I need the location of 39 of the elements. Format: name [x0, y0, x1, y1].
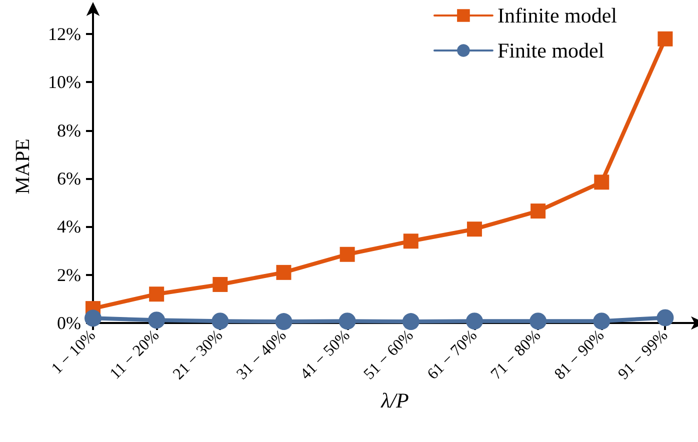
point [338, 312, 356, 330]
x-tick-label: 61 − 70% [424, 326, 480, 384]
x-axis-title: λ/P [380, 388, 410, 412]
point [212, 276, 228, 292]
x-tick-label: 21 − 30% [170, 326, 226, 384]
y-axis-title: MAPE [12, 138, 34, 194]
point [276, 264, 292, 280]
point [658, 31, 673, 46]
x-tick-label: 81 − 90% [552, 326, 608, 384]
x-tick-label: 31 − 40% [234, 326, 290, 384]
y-tick-label: 8% [57, 120, 81, 140]
point [594, 174, 610, 190]
x-tick-label: 71 − 80% [488, 326, 544, 384]
legend-label: Finite model [497, 38, 604, 62]
x-tick-label: 51 − 60% [360, 326, 417, 384]
y-tick-label: 10% [48, 72, 81, 92]
y-tick-label: 6% [57, 168, 81, 189]
point [212, 312, 229, 330]
point [402, 313, 420, 330]
y-tick-label: 4% [57, 216, 81, 237]
point [340, 246, 355, 262]
point [148, 312, 166, 329]
point [530, 204, 546, 219]
point [275, 313, 292, 330]
x-tick-label: 91 − 99% [615, 326, 672, 384]
y-tick-label: 2% [57, 264, 81, 285]
point [403, 234, 418, 249]
point [149, 286, 164, 302]
point [466, 222, 482, 237]
point [656, 309, 674, 326]
y-tick-label: 0% [57, 313, 81, 333]
legend-label: Infinite model [497, 4, 618, 28]
x-tick-label: 11 − 20% [106, 326, 163, 383]
point [84, 310, 102, 327]
point [466, 312, 483, 330]
y-tick-label: 12% [48, 24, 81, 44]
x-tick-label: 41 − 50% [297, 326, 354, 384]
point [530, 312, 547, 330]
point [593, 312, 610, 330]
